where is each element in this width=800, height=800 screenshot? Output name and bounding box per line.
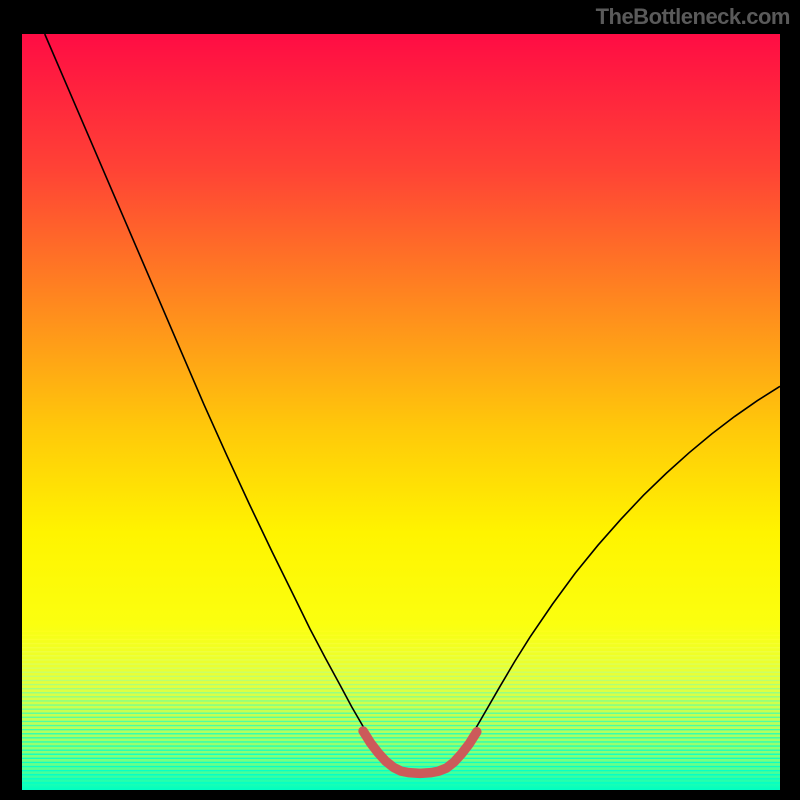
watermark-text: TheBottleneck.com [596, 4, 790, 30]
bottleneck-chart: TheBottleneck.com [0, 0, 800, 800]
chart-svg [0, 0, 800, 800]
